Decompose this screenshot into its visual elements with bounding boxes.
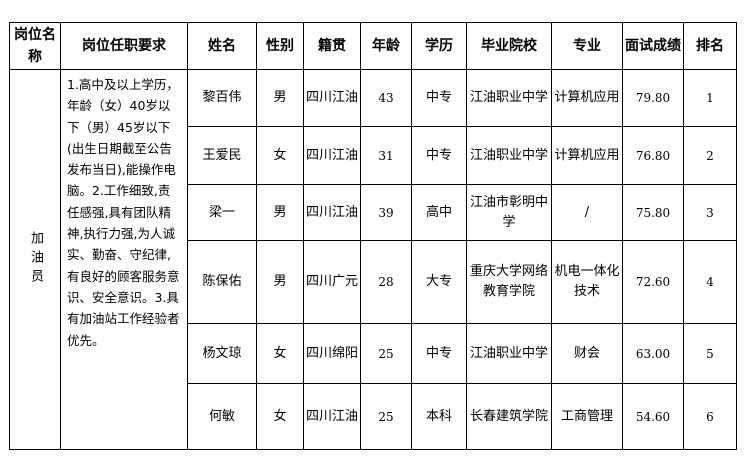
results-table: 岗位名称 岗位任职要求 姓名 性别 籍贯 年龄 学历 毕业院校 专业 面试成绩 … [9, 22, 737, 450]
age-cell: 25 [360, 323, 412, 384]
gender-cell: 男 [256, 184, 304, 241]
origin-cell: 四川江油 [303, 126, 361, 185]
gender-cell: 女 [256, 383, 304, 450]
origin-cell: 四川江油 [303, 184, 361, 241]
rank-cell: 4 [683, 240, 737, 324]
education-cell: 高中 [411, 184, 467, 241]
major-cell: 财会 [551, 323, 623, 384]
score-cell: 63.00 [622, 323, 684, 384]
education-cell: 中专 [411, 69, 467, 127]
gender-cell: 男 [256, 69, 304, 127]
table-row: 何敏女四川江油 25 本科 长春建筑学院 工商管理 54.60 6 [10, 383, 737, 450]
table-row: 王爱民女四川江油 31 中专 江油职业中学 计算机应用 76.80 2 [10, 126, 737, 185]
name-cell: 杨文琼 [187, 323, 257, 384]
name-cell: 王爱民 [187, 126, 257, 185]
requirements-cell: 1.高中及以上学历，年龄（女）40岁以下（男）45岁以下(出生日期截至公告发布当… [60, 69, 188, 450]
age-cell: 31 [360, 126, 412, 185]
position-cell: 加油员 [9, 69, 61, 450]
header-name: 姓名 [187, 22, 257, 70]
name-cell: 何敏 [187, 383, 257, 450]
score-cell: 72.60 [622, 240, 684, 324]
major-cell: 工商管理 [551, 383, 623, 450]
table-row: 陈保佑男四川广元 28 大专 重庆大学网络教育学院 机电一体化技术 72.60 4 [10, 240, 737, 324]
age-cell: 43 [360, 69, 412, 127]
gender-cell: 女 [256, 126, 304, 185]
school-cell: 长春建筑学院 [466, 383, 552, 450]
header-major: 专业 [551, 22, 623, 70]
name-cell: 陈保佑 [187, 240, 257, 324]
age-cell: 28 [360, 240, 412, 324]
score-cell: 75.80 [622, 184, 684, 241]
origin-cell: 四川江油 [303, 383, 361, 450]
header-school: 毕业院校 [466, 22, 552, 70]
education-cell: 大专 [411, 240, 467, 324]
school-cell: 江油市彰明中学 [466, 184, 552, 241]
header-education: 学历 [411, 22, 467, 70]
school-cell: 江油职业中学 [466, 69, 552, 127]
origin-cell: 四川江油 [303, 69, 361, 127]
education-cell: 中专 [411, 323, 467, 384]
rank-cell: 6 [683, 383, 737, 450]
age-cell: 39 [360, 184, 412, 241]
rank-cell: 3 [683, 184, 737, 241]
header-score: 面试成绩 [622, 22, 684, 70]
school-cell: 江油职业中学 [466, 126, 552, 185]
header-age: 年龄 [360, 22, 412, 70]
origin-cell: 四川广元 [303, 240, 361, 324]
header-rank: 排名 [683, 22, 737, 70]
education-cell: 本科 [411, 383, 467, 450]
header-origin: 籍贯 [303, 22, 361, 70]
rank-cell: 5 [683, 323, 737, 384]
gender-cell: 女 [256, 323, 304, 384]
score-cell: 76.80 [622, 126, 684, 185]
gender-cell: 男 [256, 240, 304, 324]
score-cell: 54.60 [622, 383, 684, 450]
header-gender: 性别 [256, 22, 304, 70]
origin-cell: 四川绵阳 [303, 323, 361, 384]
major-cell: 机电一体化技术 [551, 240, 623, 324]
name-cell: 梁一 [187, 184, 257, 241]
score-cell: 79.80 [622, 69, 684, 127]
school-cell: 江油职业中学 [466, 323, 552, 384]
name-cell: 黎百伟 [187, 69, 257, 127]
age-cell: 25 [360, 383, 412, 450]
school-cell: 重庆大学网络教育学院 [466, 240, 552, 324]
header-row: 岗位名称 岗位任职要求 姓名 性别 籍贯 年龄 学历 毕业院校 专业 面试成绩 … [9, 22, 737, 70]
education-cell: 中专 [411, 126, 467, 185]
major-cell: / [551, 184, 623, 241]
major-cell: 计算机应用 [551, 69, 623, 127]
rank-cell: 2 [683, 126, 737, 185]
table-row: 杨文琼女四川绵阳 25 中专 江油职业中学 财会 63.00 5 [10, 323, 737, 384]
rank-cell: 1 [683, 69, 737, 127]
header-requirements: 岗位任职要求 [60, 22, 188, 70]
table-row: 加油员 1.高中及以上学历，年龄（女）40岁以下（男）45岁以下(出生日期截至公告… [9, 69, 737, 450]
header-position: 岗位名称 [9, 22, 61, 70]
major-cell: 计算机应用 [551, 126, 623, 185]
